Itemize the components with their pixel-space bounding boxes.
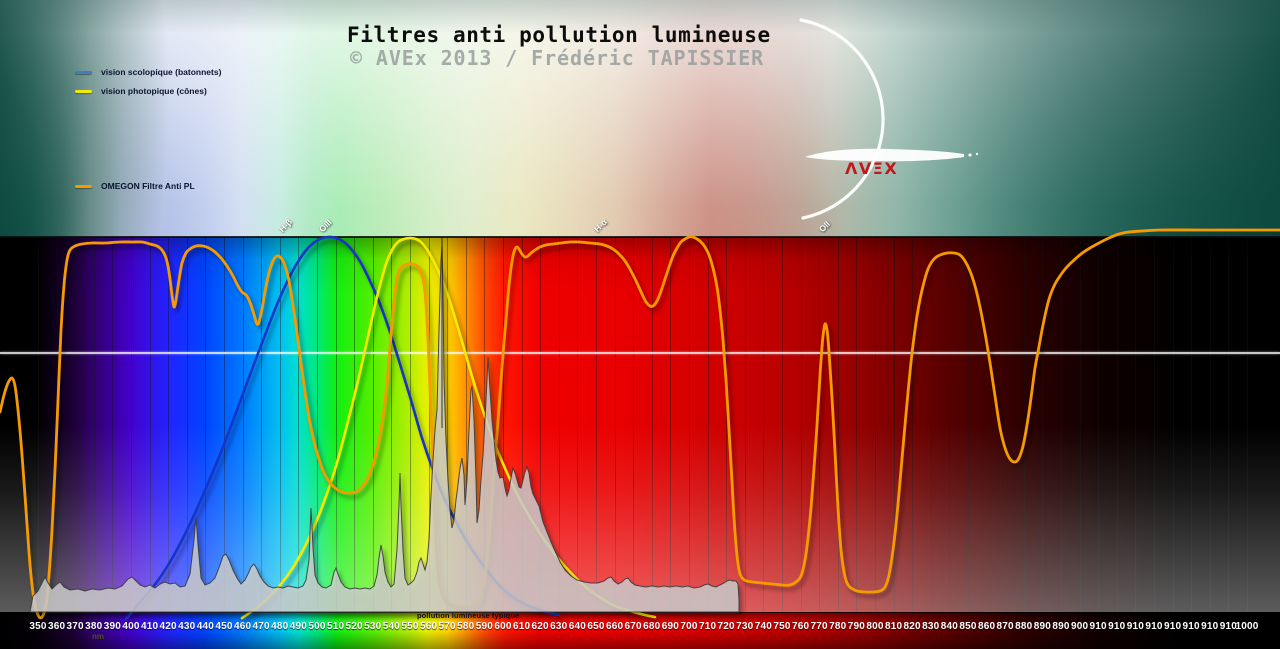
axis-tick-label: 910 — [1182, 621, 1200, 632]
axis-tick-label: 490 — [289, 621, 308, 632]
pollution-area-label: pollution lumineuse typique — [417, 611, 520, 620]
axis-tick-label: 830 — [922, 621, 940, 632]
axis-tick-label: 470 — [252, 621, 270, 632]
axis-tick-label: 770 — [810, 621, 828, 632]
axis-tick-label: 910 — [1163, 621, 1182, 632]
axis-tick-label: 760 — [791, 621, 810, 632]
axis-unit-label: nm — [92, 632, 104, 641]
axis-tick-label: 460 — [233, 621, 252, 632]
axis-tick-label: 700 — [680, 621, 698, 632]
axis-tick-label: 840 — [940, 621, 959, 632]
axis-tick-label: 390 — [103, 621, 122, 632]
legend-item-omegon-filter: OMEGON Filtre Anti PL — [75, 181, 195, 191]
axis-tick-label: 480 — [271, 621, 289, 632]
axis-tick-label: 710 — [698, 621, 717, 632]
axis-tick-label: 640 — [568, 621, 587, 632]
axis-tick-label: 560 — [419, 621, 438, 632]
axis-tick-label: 360 — [47, 621, 66, 632]
axis-tick-label: 870 — [996, 621, 1014, 632]
legend-label: vision photopique (cônes) — [101, 86, 207, 96]
axis-tick-label: 730 — [736, 621, 754, 632]
photopic-line-swatch — [75, 89, 92, 93]
plot-shading — [0, 237, 1280, 612]
axis-tick-label: 350 — [29, 621, 47, 632]
axis-tick-label: 500 — [308, 621, 326, 632]
reference-line — [0, 352, 1280, 354]
axis-tick-label: 400 — [122, 621, 140, 632]
axis-tick-label: 590 — [475, 621, 494, 632]
axis-tick-label: 810 — [884, 621, 903, 632]
axis-tick-label: 580 — [457, 621, 475, 632]
axis-tick-label: 450 — [215, 621, 233, 632]
axis-tick-label: 680 — [643, 621, 661, 632]
axis-tick-label: 880 — [1015, 621, 1033, 632]
wavelength-axis: 350 360 370 380 390 400 410 420 430 440 450 460 470 4… — [0, 612, 1280, 649]
axis-tick-label: 660 — [605, 621, 624, 632]
axis-tick-label: 600 — [494, 621, 512, 632]
axis-tick-label: 620 — [531, 621, 549, 632]
legend-label: vision scolopique (batonnets) — [101, 67, 222, 77]
axis-tick-label: 570 — [438, 621, 456, 632]
axis-tick-label: 510 — [326, 621, 345, 632]
axis-tick-label: 820 — [903, 621, 921, 632]
axis-tick-label: 550 — [401, 621, 419, 632]
axis-tick-label: 800 — [866, 621, 884, 632]
axis-tick-label: 420 — [159, 621, 177, 632]
axis-tick-label: 530 — [364, 621, 382, 632]
axis-tick-label: 430 — [178, 621, 196, 632]
legend-item-photopic: vision photopique (cônes) — [75, 86, 207, 96]
axis-tick-label: 910 — [1089, 621, 1107, 632]
axis-tick-label: 540 — [382, 621, 401, 632]
axis-tick-label: 850 — [959, 621, 977, 632]
axis-tick-label: 380 — [85, 621, 103, 632]
legend-item-scotopic: vision scolopique (batonnets) — [75, 67, 221, 77]
axis-tick-label: 910 — [1108, 621, 1126, 632]
axis-tick-label: 410 — [140, 621, 159, 632]
axis-tick-label: 650 — [587, 621, 605, 632]
scotopic-line-swatch — [75, 70, 92, 74]
axis-tick-label: 750 — [773, 621, 791, 632]
axis-tick-label: 610 — [512, 621, 531, 632]
axis-tick-label: 910 — [1219, 621, 1238, 632]
omegon-filter-line-swatch — [75, 184, 92, 188]
axis-tick-label: 780 — [829, 621, 847, 632]
legend-label: OMEGON Filtre Anti PL — [101, 181, 195, 191]
axis-tick-label: 910 — [1201, 621, 1219, 632]
axis-tick-label: 890 — [1052, 621, 1070, 632]
axis-tick-label: 370 — [66, 621, 84, 632]
header-background — [0, 0, 1280, 237]
axis-tick-label: 890 — [1033, 621, 1052, 632]
axis-tick-label: 670 — [624, 621, 642, 632]
axis-tick-label: 740 — [754, 621, 773, 632]
plot-top-border — [0, 236, 1280, 238]
axis-tick-label: 860 — [977, 621, 996, 632]
axis-tick-label: 630 — [550, 621, 568, 632]
axis-tick-label: 790 — [847, 621, 866, 632]
axis-tick-label: 720 — [717, 621, 735, 632]
axis-tick-label: 690 — [661, 621, 680, 632]
avex-logo-text: ΛVΞX — [845, 159, 899, 178]
axis-tick-label: 520 — [345, 621, 363, 632]
axis-tick-label: 910 — [1126, 621, 1145, 632]
page-subtitle: © AVEx 2013 / Frédéric TAPISSIER — [350, 46, 765, 70]
axis-tick-label: 1000 — [1235, 621, 1259, 632]
page-title: Filtres anti pollution lumineuse — [347, 23, 771, 47]
axis-tick-label: 900 — [1070, 621, 1089, 632]
axis-tick-label: 910 — [1145, 621, 1163, 632]
spectrum-plot-area — [0, 237, 1280, 612]
axis-tick-label: 440 — [196, 621, 215, 632]
